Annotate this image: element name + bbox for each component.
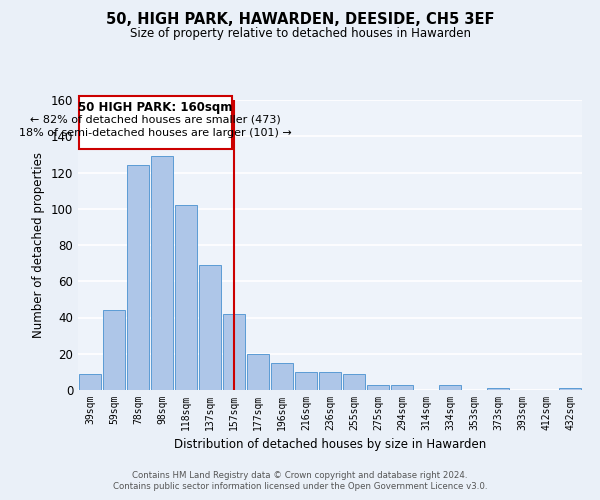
Bar [103,310,125,390]
Bar [367,384,389,390]
Text: ← 82% of detached houses are smaller (473): ← 82% of detached houses are smaller (47… [30,114,281,124]
Bar [487,388,509,390]
Text: Size of property relative to detached houses in Hawarden: Size of property relative to detached ho… [130,28,470,40]
Bar [559,388,581,390]
Y-axis label: Number of detached properties: Number of detached properties [32,152,45,338]
Bar [151,156,173,390]
Bar [199,265,221,390]
Text: Contains HM Land Registry data © Crown copyright and database right 2024.: Contains HM Land Registry data © Crown c… [132,471,468,480]
Text: 18% of semi-detached houses are larger (101) →: 18% of semi-detached houses are larger (… [19,128,292,138]
Bar [319,372,341,390]
Bar [271,363,293,390]
Text: Contains public sector information licensed under the Open Government Licence v3: Contains public sector information licen… [113,482,487,491]
Bar [295,372,317,390]
Bar [391,384,413,390]
Bar [127,165,149,390]
Bar [343,374,365,390]
Bar [247,354,269,390]
Bar [439,384,461,390]
Text: 50 HIGH PARK: 160sqm: 50 HIGH PARK: 160sqm [78,101,233,114]
Text: 50, HIGH PARK, HAWARDEN, DEESIDE, CH5 3EF: 50, HIGH PARK, HAWARDEN, DEESIDE, CH5 3E… [106,12,494,28]
X-axis label: Distribution of detached houses by size in Hawarden: Distribution of detached houses by size … [174,438,486,452]
Bar [175,205,197,390]
FancyBboxPatch shape [79,96,232,149]
Bar [223,314,245,390]
Bar [79,374,101,390]
